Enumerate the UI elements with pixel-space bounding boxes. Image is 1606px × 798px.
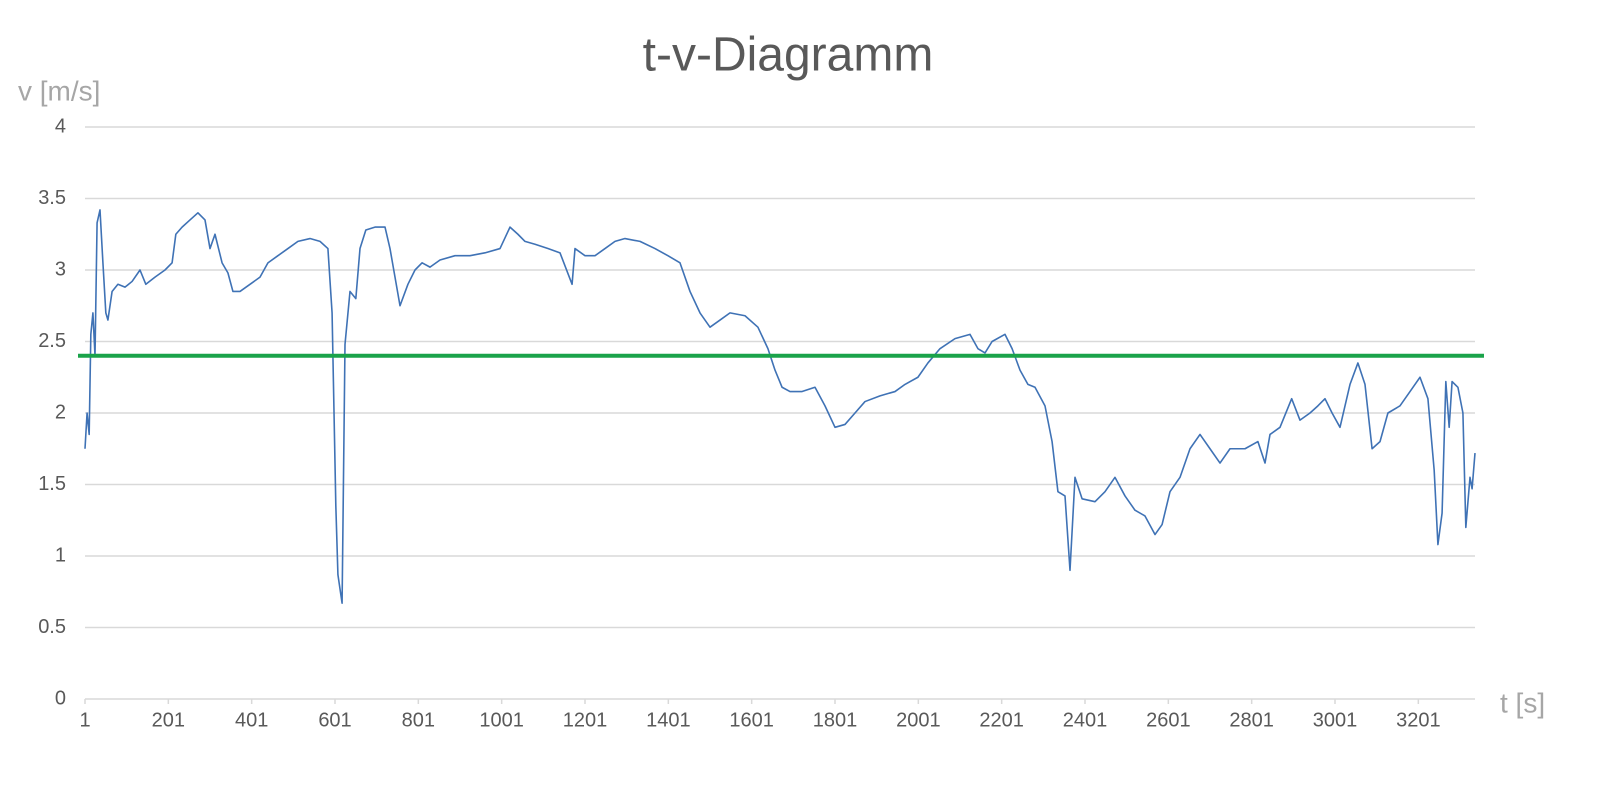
x-tick-label: 1201 [563,709,608,731]
x-tick-label: 601 [318,709,351,731]
x-tick-label: 1001 [479,709,524,731]
x-tick-label: 3201 [1396,709,1441,731]
x-tick-label: 2601 [1146,709,1191,731]
y-tick-label: 3 [55,258,66,280]
x-tick-label: 2201 [979,709,1024,731]
x-tick-label: 2001 [896,709,941,731]
x-tick-label: 1401 [646,709,691,731]
y-tick-label: 2 [55,401,66,423]
y-tick-label: 2.5 [38,330,66,352]
x-tick-label: 2401 [1063,709,1108,731]
y-tick-label: 1.5 [38,473,66,495]
y-axis-title: v [m/s] [18,75,100,106]
y-tick-label: 0.5 [38,616,66,638]
x-tick-label: 401 [235,709,268,731]
x-tick-label: 2801 [1229,709,1274,731]
y-tick-label: 3.5 [38,187,66,209]
y-tick-label: 4 [55,115,66,137]
data-line [84,209,1476,604]
x-tick-label: 801 [402,709,435,731]
chart-title: t-v-Diagramm [643,29,934,82]
x-axis-title: t [s] [1500,687,1545,718]
x-tick-label: 1601 [729,709,774,731]
x-tick-label: 1801 [813,709,858,731]
y-tick-label: 0 [55,687,66,709]
x-tick-label: 201 [152,709,185,731]
x-tick-label: 1 [79,709,90,731]
y-tick-label: 1 [55,544,66,566]
x-tick-label: 3001 [1313,709,1358,731]
